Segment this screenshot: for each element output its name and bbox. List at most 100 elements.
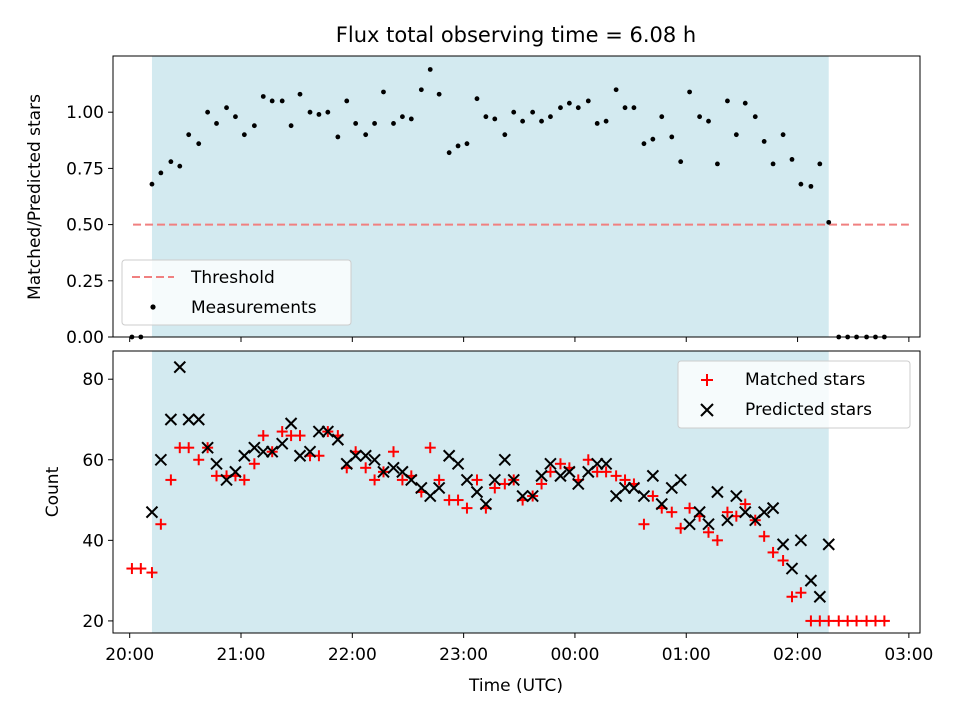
matched-star-point [238,474,250,486]
predicted-star-point [554,469,567,483]
measurement-point [817,161,823,167]
matched-star-point [795,587,807,599]
measurement-point [780,132,786,138]
predicted-star-point [794,534,808,547]
predicted-star-point [238,449,251,462]
measurement-point [288,123,294,129]
measurement-point [585,98,591,104]
measurement-point [770,161,776,167]
measurement-point [659,114,665,120]
measurement-point [520,118,526,124]
measurement-point [418,87,424,93]
predicted-star-point [229,465,242,479]
measurement-point [391,121,396,126]
bottom-y-tick-label: 40 [82,531,104,551]
measurement-point [798,181,804,187]
matched-star-point [165,474,177,486]
measurement-point [427,67,433,72]
matched-star-point [471,474,483,486]
measurement-point [715,161,720,167]
top-y-axis-label: Matched/Predicted stars [25,94,45,300]
matched-star-point [155,518,167,530]
predicted-star-point [507,473,520,487]
measurement-point [381,89,386,95]
predicted-star-point [590,457,604,471]
bottom-panel: 20:00 21:00 22:00 23:00 00:00 01:00 02:00 03:00… [43,350,933,696]
measurement-point [650,136,656,142]
matched-star-point [739,498,751,510]
measurement-point [408,116,414,122]
measurement-point [631,105,637,111]
measurement-point [613,87,619,93]
legend-matched-label: Matched stars [745,370,865,390]
predicted-star-point [321,425,335,438]
top-axes-frame [112,55,921,338]
measurement-point [297,91,303,97]
measurement-point [733,132,739,138]
predicted-star-point [405,473,418,487]
measurement-point [725,98,730,104]
measurement-point [808,183,814,189]
predicted-star-point [739,505,752,519]
measurement-point [502,132,508,138]
predicted-star-point [804,574,818,587]
legend-measurements-label: Measurements [191,298,317,318]
matched-star-point [369,474,381,486]
measurement-point [363,132,369,138]
legend-threshold-label: Threshold [190,268,275,288]
measurement-point [260,94,266,99]
matched-star-point [461,502,473,514]
measurement-point [575,105,581,111]
matched-star-point [396,474,408,486]
matched-star-point [721,506,733,518]
predicted-star-point [785,562,799,575]
matched-star-point [536,478,548,490]
predicted-star-point [210,457,223,471]
matched-star-point [388,446,400,458]
measurement-point [168,159,174,165]
top-y-tick-label: 0.00 [66,328,104,348]
predicted-star-point [359,449,372,462]
bottom-legend-box [677,360,911,429]
predicted-star-point [683,518,696,531]
predicted-star-point [757,505,771,519]
measurement-point [307,109,313,115]
predicted-star-point [674,473,687,487]
predicted-star-point [368,453,381,466]
matched-star-point [610,470,622,482]
measurement-point [344,98,350,104]
top-panel: 0.00 0.25 0.50 0.75 1.00 Flux total observin… [25,23,921,348]
predicted-star-point [711,485,724,499]
measurement-point [446,150,452,156]
predicted-star-point [766,501,780,515]
predicted-star-point [154,453,168,466]
matched-star-point [600,466,612,478]
predicted-star-point [488,473,502,487]
x-tick-label: 03:00 [884,645,933,665]
predicted-star-point [498,453,512,466]
measurement-point [279,98,285,104]
measurement-point [177,163,183,169]
predicted-star-point [173,360,186,374]
matched-star-point [489,482,501,494]
matched-star-point [433,474,445,486]
measurement-point [269,98,275,104]
matched-star-point [767,546,779,558]
matched-star-point [851,615,863,627]
matched-star-point [248,458,260,470]
predicted-star-point [182,413,195,426]
predicted-star-point [451,457,465,471]
bottom-legend: Matched stars Predicted stars [677,360,911,429]
measurement-point [149,181,155,187]
measurement-point [669,134,675,140]
predicted-star-point [813,590,827,603]
predicted-star-point [646,469,660,483]
top-y-tick-label: 0.50 [66,216,104,236]
predicted-star-point [145,505,159,519]
matched-star-point [452,494,464,506]
measurement-point [455,143,461,149]
measurement-point [678,159,684,165]
top-legend: Threshold Measurements [121,259,352,326]
measurement-point [158,170,164,176]
measurement-point [224,105,229,111]
